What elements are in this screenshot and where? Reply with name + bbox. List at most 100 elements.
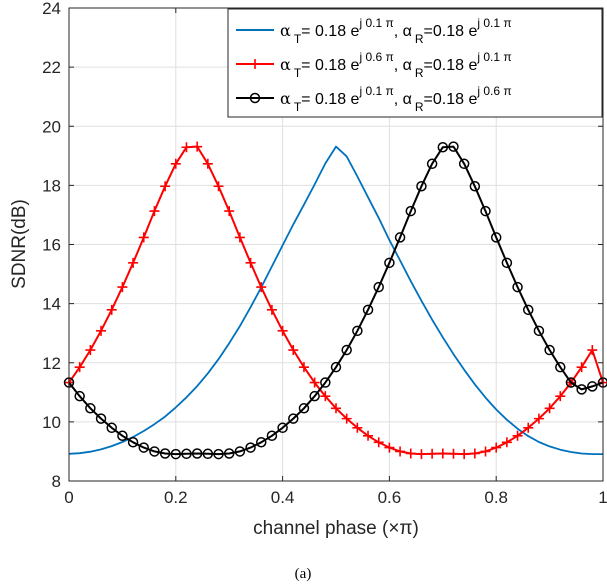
data-point (587, 345, 598, 356)
series-layer (63, 141, 607, 460)
data-point (170, 448, 182, 460)
legend-text-sup2: j 0.1 π (476, 50, 511, 64)
data-point (96, 325, 107, 336)
figure-caption: (a) (295, 566, 312, 582)
x-tick-label: 0.8 (484, 488, 508, 507)
legend-marker (250, 59, 260, 69)
data-point (405, 205, 417, 217)
data-point (427, 448, 438, 459)
data-point (170, 158, 181, 169)
data-point (320, 377, 331, 388)
series-1-line (68, 145, 603, 456)
data-point (394, 232, 406, 243)
data-point (458, 158, 470, 170)
data-point (202, 448, 214, 460)
data-point (437, 448, 448, 459)
y-tick-label: 22 (42, 58, 61, 77)
data-point (587, 381, 598, 392)
legend-text-sup2: j 0.1 π (476, 16, 511, 30)
data-point (160, 181, 171, 192)
data-point (298, 362, 309, 373)
legend-text-sep: , α (394, 23, 412, 40)
data-point (181, 448, 192, 460)
data-point (459, 449, 470, 460)
data-point (255, 437, 267, 448)
data-point (362, 304, 374, 316)
data-point (245, 257, 256, 268)
legend-text-sub2: R (415, 100, 424, 114)
data-point (128, 257, 139, 268)
x-tick-label: 0.4 (271, 488, 295, 507)
legend-text-mid2: =0.18 e (424, 23, 478, 40)
data-point (512, 430, 523, 441)
data-point (223, 448, 235, 459)
data-point (512, 281, 523, 293)
series-3-line (68, 145, 604, 456)
data-point (138, 442, 150, 453)
legend-text-mid: = 0.18 e (301, 57, 359, 74)
data-point (266, 304, 277, 315)
data-point (448, 141, 459, 152)
legend-entry-1: α T= 0.18 ej 0.1 π, α R=0.18 ej 0.1 π (236, 16, 512, 46)
data-point (373, 437, 384, 448)
y-tick-label: 10 (42, 413, 61, 432)
y-tick-label: 20 (42, 117, 61, 136)
series-2 (64, 141, 607, 460)
legend-text-mid: = 0.18 e (301, 23, 359, 40)
data-point (395, 446, 406, 457)
data-point (256, 282, 267, 293)
data-point (469, 448, 480, 459)
data-point (138, 232, 149, 243)
data-point (416, 449, 427, 460)
data-point (341, 344, 352, 356)
data-point (533, 413, 544, 424)
legend-text-alpha: α (280, 89, 291, 108)
data-point (277, 325, 288, 336)
data-point (117, 282, 128, 293)
data-point (74, 390, 85, 402)
legend-marker (249, 92, 261, 104)
data-point (85, 345, 96, 356)
data-point (149, 446, 160, 457)
data-point (533, 325, 545, 337)
data-point (309, 377, 320, 388)
data-point (234, 446, 246, 457)
legend-text-sub2: R (415, 32, 424, 46)
data-point (480, 205, 491, 217)
series-1 (68, 145, 603, 456)
legend-label: α T= 0.18 ej 0.1 π, α R=0.18 ej 0.6 π (280, 84, 512, 114)
data-point (202, 158, 213, 169)
data-point (191, 448, 203, 459)
series-3 (63, 141, 607, 460)
data-point (309, 390, 320, 402)
legend-text-sep: , α (394, 91, 412, 108)
legend-entry-2: α T= 0.18 ej 0.6 π, α R=0.18 ej 0.1 π (236, 50, 512, 80)
data-point (576, 384, 587, 395)
data-point (491, 442, 502, 453)
legend-text-sub2: R (415, 66, 424, 80)
data-point (245, 442, 256, 453)
data-point (501, 257, 513, 269)
y-tick-label: 12 (42, 354, 61, 373)
data-point (448, 448, 459, 459)
data-point (405, 448, 416, 459)
legend-box (227, 8, 603, 118)
legend-text-sep: , α (394, 57, 412, 74)
data-point (288, 345, 299, 356)
legend-text-mid2: =0.18 e (424, 57, 478, 74)
data-point (469, 181, 481, 192)
data-point (565, 377, 577, 388)
data-point (288, 413, 299, 424)
data-point (330, 361, 342, 373)
data-point (426, 158, 438, 170)
y-tick-label: 24 (42, 0, 61, 18)
data-point (523, 422, 534, 433)
data-point (544, 344, 555, 356)
data-point (95, 413, 107, 424)
x-axis-title: channel phase (×π) (253, 518, 419, 539)
legend-text-sup2: j 0.6 π (476, 84, 511, 98)
data-point (331, 403, 341, 414)
x-tick-label: 1 (598, 488, 607, 507)
legend: α T= 0.18 ej 0.1 π, α R=0.18 ej 0.1 πα T= 0… (227, 8, 603, 118)
